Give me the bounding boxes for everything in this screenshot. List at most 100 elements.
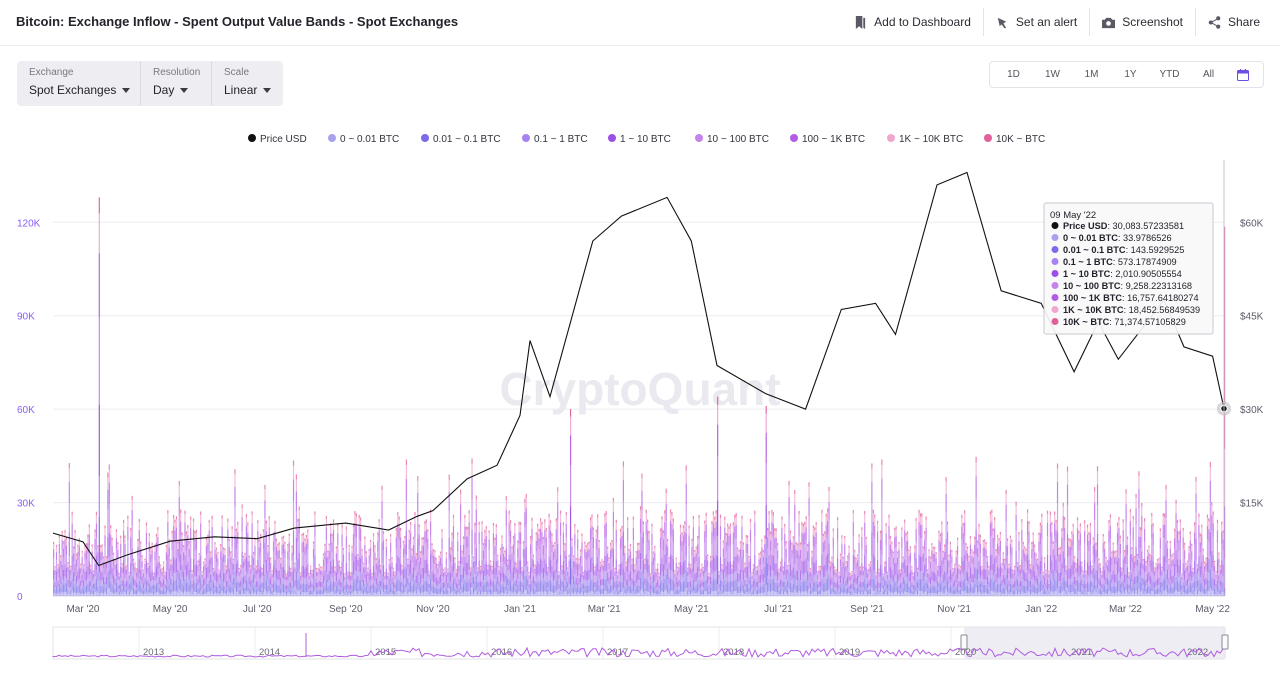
range-1d-button[interactable]: 1D bbox=[1007, 69, 1020, 80]
inflow-bar-segment bbox=[884, 585, 886, 590]
inflow-bar-segment bbox=[142, 570, 145, 574]
inflow-bar-segment bbox=[144, 578, 146, 585]
calendar-button[interactable] bbox=[1228, 68, 1258, 81]
inflow-bar-segment bbox=[350, 579, 352, 585]
inflow-bar-segment bbox=[584, 585, 586, 593]
inflow-bar-segment bbox=[742, 542, 744, 545]
inflow-bar-segment bbox=[747, 592, 749, 596]
inflow-bar-segment bbox=[851, 584, 853, 589]
inflow-bar-segment bbox=[561, 566, 563, 570]
inflow-bar-segment bbox=[310, 581, 312, 587]
inflow-bar-segment bbox=[361, 581, 363, 587]
inflow-bar-segment bbox=[504, 552, 506, 557]
inflow-bar-segment bbox=[267, 547, 269, 553]
range-1y-button[interactable]: 1Y bbox=[1124, 69, 1137, 80]
legend-item[interactable]: Price USD bbox=[248, 134, 307, 145]
inflow-bar-segment bbox=[248, 583, 250, 588]
inflow-bar-segment bbox=[502, 561, 505, 573]
legend-item[interactable]: 1K ~ 10K BTC bbox=[887, 134, 963, 145]
inflow-bar-segment bbox=[248, 555, 250, 558]
inflow-bar-segment bbox=[501, 537, 503, 544]
inflow-bar-segment bbox=[85, 558, 88, 571]
inflow-bar-segment bbox=[302, 541, 305, 552]
inflow-bar-segment bbox=[845, 579, 847, 586]
inflow-bar-segment bbox=[444, 576, 446, 583]
inflow-bar-segment bbox=[400, 591, 402, 596]
inflow-bar-segment bbox=[791, 542, 793, 545]
inflow-bar-segment bbox=[160, 586, 162, 590]
inflow-bar-segment bbox=[185, 576, 188, 584]
resolution-select[interactable]: Resolution Day bbox=[140, 61, 211, 106]
inflow-bar-segment bbox=[170, 593, 172, 596]
inflow-bar-segment bbox=[881, 464, 883, 479]
scale-select[interactable]: Scale Linear bbox=[211, 61, 283, 106]
inflow-bar-segment bbox=[328, 570, 330, 581]
inflow-bar-segment bbox=[374, 547, 376, 553]
set-alert-button[interactable]: Set an alert bbox=[982, 8, 1089, 36]
inflow-bar-segment bbox=[472, 568, 475, 578]
inflow-bar-segment bbox=[432, 586, 435, 594]
screenshot-button[interactable]: Screenshot bbox=[1089, 8, 1195, 36]
inflow-bar-segment bbox=[300, 579, 302, 585]
inflow-bar-segment bbox=[609, 558, 612, 571]
legend-item[interactable]: 10K ~ BTC bbox=[984, 134, 1045, 145]
inflow-bar-segment bbox=[575, 563, 577, 570]
inflow-bar-segment bbox=[658, 573, 660, 577]
inflow-bar-segment bbox=[758, 554, 760, 560]
inflow-bar-segment bbox=[725, 551, 727, 566]
legend-item[interactable]: 1 ~ 10 BTC bbox=[608, 134, 671, 145]
inflow-bar-segment bbox=[558, 571, 560, 573]
legend-item[interactable]: 0.1 ~ 1 BTC bbox=[522, 134, 588, 145]
inflow-bar-segment bbox=[200, 523, 202, 537]
inflow-bar-segment bbox=[62, 592, 65, 596]
range-all-button[interactable]: All bbox=[1202, 69, 1215, 80]
inflow-bar-segment bbox=[665, 503, 667, 521]
inflow-bar-segment bbox=[445, 558, 447, 566]
inflow-bar-segment bbox=[531, 517, 533, 521]
inflow-bar-segment bbox=[112, 575, 115, 583]
inflow-bar-segment bbox=[251, 579, 253, 591]
legend-item[interactable]: 100 ~ 1K BTC bbox=[790, 134, 865, 145]
legend-item[interactable]: 0 ~ 0.01 BTC bbox=[328, 134, 399, 145]
inflow-bar-segment bbox=[694, 573, 696, 583]
inflow-bar-segment bbox=[468, 578, 470, 591]
inflow-bar-segment bbox=[707, 560, 709, 567]
inflow-bar-segment bbox=[197, 571, 199, 580]
inflow-bar-segment bbox=[717, 556, 719, 585]
inflow-bar-segment bbox=[539, 529, 542, 542]
inflow-bar-segment bbox=[440, 553, 442, 558]
inflow-bar-segment bbox=[588, 549, 590, 558]
range-1m-button[interactable]: 1M bbox=[1084, 69, 1099, 80]
inflow-bar-segment bbox=[571, 538, 573, 541]
inflow-bar-segment bbox=[264, 589, 266, 596]
inflow-bar-segment bbox=[861, 527, 863, 531]
inflow-bar-segment bbox=[97, 571, 99, 581]
inflow-bar-segment bbox=[708, 589, 710, 592]
inflow-bar-segment bbox=[308, 572, 310, 574]
inflow-bar-segment bbox=[631, 564, 633, 571]
inflow-bar-segment bbox=[595, 538, 597, 550]
inflow-bar-segment bbox=[645, 570, 647, 579]
inflow-bar-segment bbox=[882, 594, 884, 596]
inflow-bar-segment bbox=[702, 594, 704, 596]
inflow-bar-segment bbox=[564, 570, 566, 581]
inflow-bar-segment bbox=[605, 590, 607, 596]
inflow-bar-segment bbox=[130, 591, 132, 596]
add-to-dashboard-button[interactable]: Add to Dashboard bbox=[842, 8, 983, 36]
inflow-bar-segment bbox=[95, 523, 98, 538]
range-ytd-button[interactable]: YTD bbox=[1159, 69, 1180, 80]
inflow-bar-segment bbox=[642, 521, 644, 525]
share-button[interactable]: Share bbox=[1194, 8, 1272, 36]
inflow-bar-segment bbox=[752, 589, 754, 595]
legend-item[interactable]: 10 ~ 100 BTC bbox=[695, 134, 769, 145]
inflow-bar-segment bbox=[314, 523, 316, 537]
inflow-bar-segment bbox=[794, 545, 796, 565]
legend-label: Price USD bbox=[260, 134, 307, 145]
inflow-bar-segment bbox=[358, 518, 360, 527]
inflow-bar-segment bbox=[698, 579, 700, 592]
inflow-bar-segment bbox=[654, 552, 656, 561]
legend-item[interactable]: 0.01 ~ 0.1 BTC bbox=[421, 134, 501, 145]
exchange-select[interactable]: Exchange Spot Exchanges bbox=[17, 61, 140, 106]
inflow-bar-segment bbox=[272, 565, 275, 578]
range-1w-button[interactable]: 1W bbox=[1045, 69, 1060, 80]
